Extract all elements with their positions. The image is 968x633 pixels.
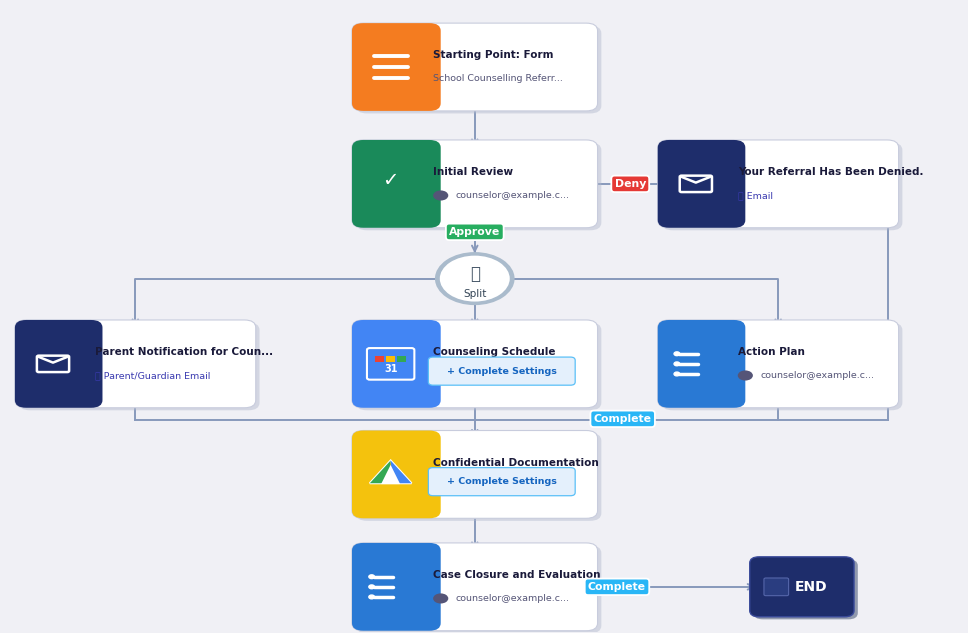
Circle shape xyxy=(674,362,680,366)
Bar xyxy=(696,147,736,220)
FancyBboxPatch shape xyxy=(753,560,858,619)
FancyBboxPatch shape xyxy=(658,140,898,228)
Bar xyxy=(53,327,93,400)
Circle shape xyxy=(433,593,448,603)
Bar xyxy=(391,551,431,623)
Circle shape xyxy=(433,191,448,201)
FancyBboxPatch shape xyxy=(750,557,854,617)
Circle shape xyxy=(674,372,680,376)
Text: Confidential Documentation: Confidential Documentation xyxy=(433,458,599,468)
FancyBboxPatch shape xyxy=(356,322,601,410)
FancyBboxPatch shape xyxy=(352,320,597,408)
Bar xyxy=(386,356,395,362)
Bar xyxy=(391,327,431,400)
Text: counselor@example.c...: counselor@example.c... xyxy=(761,371,874,380)
Polygon shape xyxy=(370,460,391,483)
Circle shape xyxy=(369,585,375,589)
Text: counselor@example.c...: counselor@example.c... xyxy=(456,191,570,200)
Text: counselor@example.c...: counselor@example.c... xyxy=(456,594,570,603)
FancyBboxPatch shape xyxy=(429,468,575,496)
Bar xyxy=(398,356,406,362)
Text: Initial Review: Initial Review xyxy=(433,167,513,177)
Bar xyxy=(376,364,384,370)
FancyBboxPatch shape xyxy=(658,140,745,228)
FancyBboxPatch shape xyxy=(661,322,902,410)
Text: ▲: ▲ xyxy=(381,462,401,486)
FancyBboxPatch shape xyxy=(352,140,597,228)
Text: 🔗 Email: 🔗 Email xyxy=(738,191,772,200)
Bar xyxy=(391,147,431,220)
FancyBboxPatch shape xyxy=(429,357,575,385)
FancyBboxPatch shape xyxy=(356,546,601,633)
Circle shape xyxy=(439,254,511,303)
FancyBboxPatch shape xyxy=(352,23,440,111)
FancyBboxPatch shape xyxy=(352,543,440,630)
FancyBboxPatch shape xyxy=(352,23,597,111)
Text: Counseling Schedule: Counseling Schedule xyxy=(433,348,556,357)
FancyBboxPatch shape xyxy=(352,430,597,518)
FancyBboxPatch shape xyxy=(352,320,440,408)
FancyBboxPatch shape xyxy=(18,322,259,410)
Bar xyxy=(391,30,431,103)
FancyBboxPatch shape xyxy=(356,142,601,230)
Text: ⌶: ⌶ xyxy=(469,265,480,283)
Bar xyxy=(391,438,431,511)
Text: 🔗 Parent/Guardian Email: 🔗 Parent/Guardian Email xyxy=(95,371,210,380)
Bar xyxy=(696,327,736,400)
FancyBboxPatch shape xyxy=(352,140,440,228)
Text: Case Closure and Evaluation: Case Closure and Evaluation xyxy=(433,570,600,580)
Text: Parent Notification for Coun...: Parent Notification for Coun... xyxy=(95,348,273,357)
Text: Complete: Complete xyxy=(588,582,646,592)
Circle shape xyxy=(369,575,375,579)
Text: + Complete Settings: + Complete Settings xyxy=(447,477,557,486)
Text: 31: 31 xyxy=(384,364,398,374)
Text: Deny: Deny xyxy=(615,179,646,189)
Text: Approve: Approve xyxy=(449,227,500,237)
FancyBboxPatch shape xyxy=(356,433,601,521)
Circle shape xyxy=(674,352,680,356)
Text: + Complete Settings: + Complete Settings xyxy=(447,367,557,375)
Text: Your Referral Has Been Denied.: Your Referral Has Been Denied. xyxy=(738,167,923,177)
Text: Complete: Complete xyxy=(593,414,651,424)
Text: School Counselling Referr...: School Counselling Referr... xyxy=(433,74,563,83)
Polygon shape xyxy=(391,460,411,483)
Circle shape xyxy=(435,252,515,305)
FancyBboxPatch shape xyxy=(356,26,601,113)
FancyBboxPatch shape xyxy=(658,320,745,408)
Text: ✓: ✓ xyxy=(382,171,399,190)
Text: Split: Split xyxy=(463,289,487,299)
FancyBboxPatch shape xyxy=(15,320,103,408)
Text: END: END xyxy=(795,580,828,594)
FancyBboxPatch shape xyxy=(764,578,789,596)
FancyBboxPatch shape xyxy=(15,320,256,408)
Text: Starting Point: Form: Starting Point: Form xyxy=(433,51,554,60)
Text: Action Plan: Action Plan xyxy=(738,348,804,357)
FancyBboxPatch shape xyxy=(661,142,902,230)
FancyBboxPatch shape xyxy=(352,543,597,630)
Circle shape xyxy=(369,595,375,599)
Circle shape xyxy=(738,370,753,380)
Bar xyxy=(376,356,384,362)
FancyBboxPatch shape xyxy=(658,320,898,408)
FancyBboxPatch shape xyxy=(352,430,440,518)
